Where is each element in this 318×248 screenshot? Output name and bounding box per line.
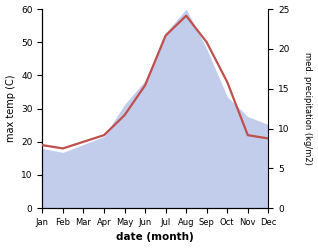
Y-axis label: med. precipitation (kg/m2): med. precipitation (kg/m2) — [303, 52, 313, 165]
X-axis label: date (month): date (month) — [116, 232, 194, 243]
Y-axis label: max temp (C): max temp (C) — [5, 75, 16, 142]
